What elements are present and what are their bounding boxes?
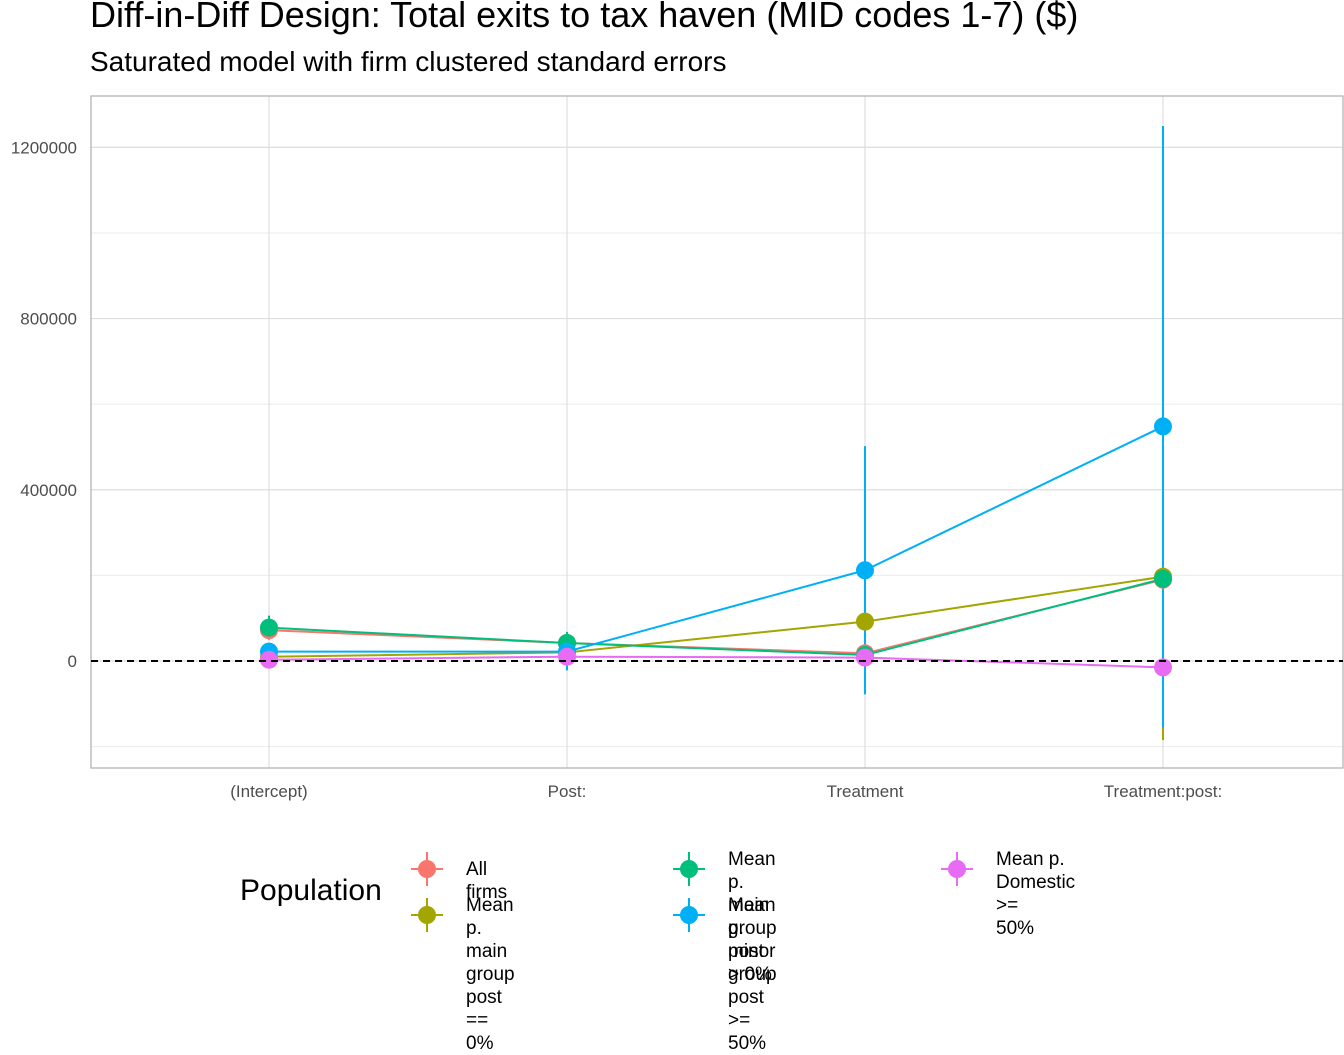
- data-point: [260, 650, 278, 669]
- legend-key-point: [418, 906, 436, 924]
- x-tick-label: Post:: [548, 782, 587, 801]
- y-tick-label: 0: [68, 652, 77, 671]
- legend-title: Population: [240, 874, 382, 907]
- data-point: [856, 648, 874, 667]
- plot-area: 0 400000 800000 1200000 (Intercept) Post: Trea…: [11, 95, 1344, 801]
- y-tick-label: 400000: [20, 481, 77, 500]
- x-tick-label: (Intercept): [230, 782, 307, 801]
- chart-title: Diff-in-Diff Design: Total exits to tax …: [90, 0, 1079, 35]
- data-point: [856, 612, 874, 631]
- legend-key-point: [680, 860, 698, 878]
- legend-key-point: [948, 860, 966, 878]
- chart-subtitle: Saturated model with firm clustered stan…: [90, 46, 727, 77]
- panel-border: [90, 95, 1344, 769]
- series-line: [268, 575, 1164, 658]
- legend-key-point: [418, 860, 436, 878]
- series-line: [269, 425, 1164, 653]
- data-point: [1154, 417, 1172, 436]
- data-point: [260, 618, 278, 637]
- series-line: [268, 577, 1164, 657]
- x-tick-label: Treatment:post:: [1104, 782, 1222, 801]
- y-tick-label: 800000: [20, 310, 77, 329]
- data-point: [1154, 569, 1172, 588]
- legend-key: [673, 898, 705, 932]
- legend-label: All firms: [466, 859, 508, 903]
- legend-label: Mean p. minor group post >= 50%: [728, 895, 777, 1054]
- legend-key: [673, 852, 705, 886]
- data-point: [558, 647, 576, 666]
- data-point: [856, 561, 874, 580]
- legend-label: Mean p. Domestic >= 50%: [996, 849, 1076, 939]
- legend-key: [411, 898, 443, 932]
- x-tick-label: Treatment: [827, 782, 904, 801]
- data-point: [1154, 658, 1172, 677]
- legend-key: [941, 852, 973, 886]
- y-tick-label: 1200000: [11, 138, 77, 157]
- legend-label: Mean p. main group post == 0%: [466, 895, 515, 1054]
- series-line: [268, 655, 1164, 669]
- legend-key-point: [680, 906, 698, 924]
- legend-key: [411, 852, 443, 886]
